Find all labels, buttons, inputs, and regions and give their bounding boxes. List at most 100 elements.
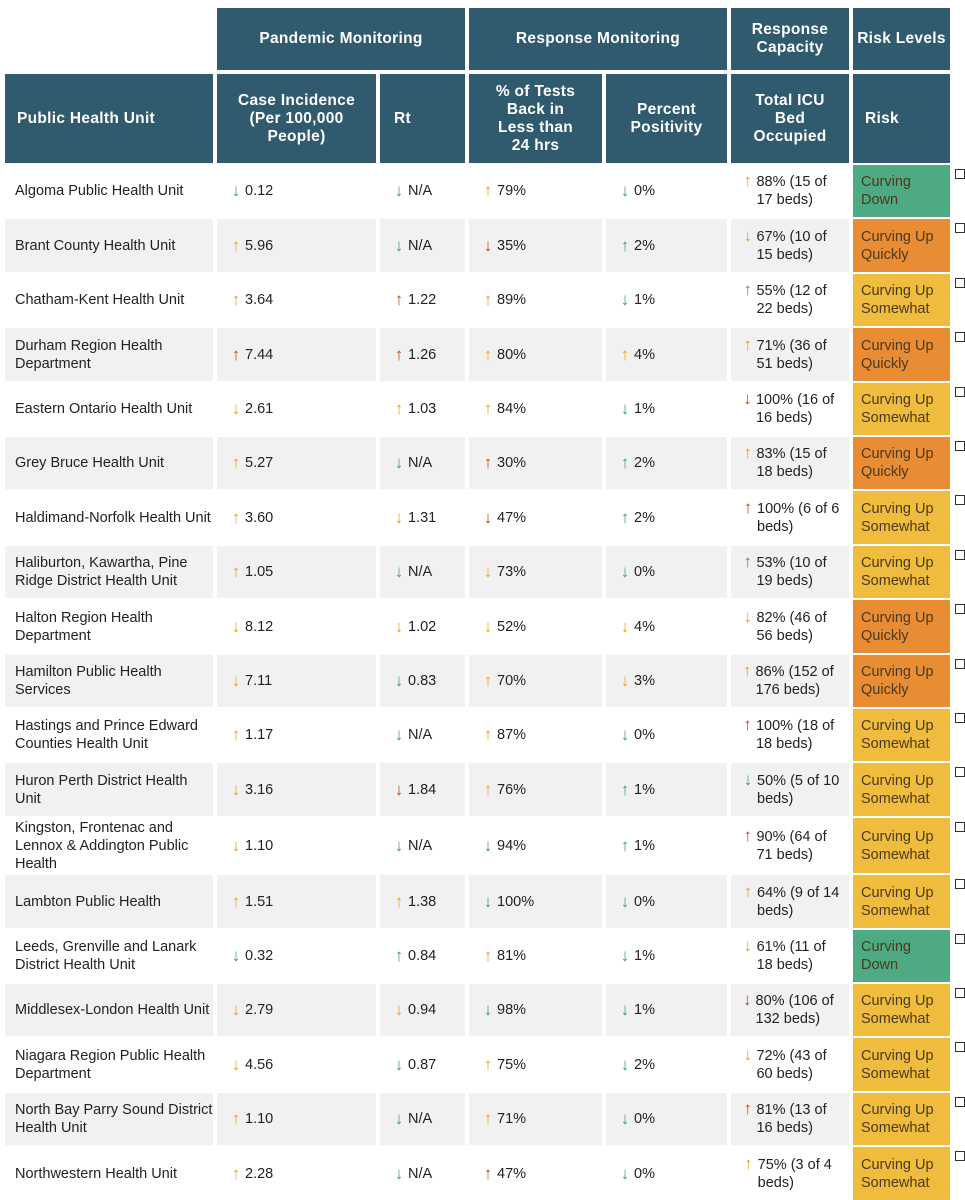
case-incidence-cell: ↑ 3.64 <box>217 274 376 326</box>
arrow-up-icon: ↑ <box>231 235 241 255</box>
table-row: Hastings and Prince Edward Counties Heal… <box>0 709 965 761</box>
case-incidence-cell: ↑ 1.10 <box>217 1093 376 1145</box>
column-header-case-incidence[interactable]: Case Incidence (Per 100,000 People) <box>217 74 376 163</box>
row-checkbox[interactable] <box>955 879 965 889</box>
rt-value: N/A <box>408 837 433 854</box>
column-header-risk[interactable]: Risk <box>853 74 950 163</box>
tests-back-cell: ↓ 35% <box>469 219 602 272</box>
phu-name: North Bay Parry Sound District Health Un… <box>5 1093 213 1145</box>
column-header-icu[interactable]: Total ICU Bed Occupied <box>731 74 849 163</box>
risk-badge: Curving Up Somewhat <box>853 763 950 816</box>
arrow-up-icon: ↑ <box>231 1163 241 1183</box>
row-checkbox[interactable] <box>955 713 965 723</box>
arrow-down-icon: ↓ <box>620 891 630 911</box>
tests-back-value: 70% <box>497 673 527 689</box>
row-checkbox[interactable] <box>955 934 965 944</box>
phu-name: Grey Bruce Health Unit <box>5 437 213 489</box>
row-checkbox[interactable] <box>955 278 965 288</box>
positivity-value: 1% <box>634 292 655 308</box>
table-row: Algoma Public Health Unit ↓ 0.12 ↓ N/A ↑ 79% ↓ 0… <box>0 165 965 217</box>
arrow-up-icon: ↑ <box>743 334 752 354</box>
risk-badge: Curving Up Somewhat <box>853 818 950 873</box>
positivity-cell: ↓ 1% <box>606 984 727 1036</box>
column-header-rt[interactable]: Rt <box>380 74 465 163</box>
column-header-tests-back[interactable]: % of Tests Back in Less than 24 hrs <box>469 74 602 163</box>
row-checkbox[interactable] <box>955 332 965 342</box>
risk-badge: Curving Down <box>853 165 950 217</box>
rt-value: N/A <box>408 183 433 199</box>
row-checkbox[interactable] <box>955 1151 965 1161</box>
arrow-down-icon: ↓ <box>743 606 752 626</box>
phu-name: Haliburton, Kawartha, Pine Ridge Distric… <box>5 546 213 598</box>
arrow-down-icon: ↓ <box>394 1054 404 1074</box>
row-checkbox[interactable] <box>955 495 965 505</box>
rt-cell: ↓ N/A <box>380 709 465 761</box>
arrow-down-icon: ↓ <box>620 1109 630 1128</box>
risk-badge: Curving Up Somewhat <box>853 1147 950 1200</box>
case-incidence-value: 4.56 <box>245 1056 274 1073</box>
icu-value: 55% (12 of 22 beds) <box>756 283 827 317</box>
arrow-up-icon: ↑ <box>620 507 630 527</box>
positivity-value: 0% <box>634 1165 655 1182</box>
case-incidence-value: 7.11 <box>245 673 273 689</box>
table-row: Huron Perth District Health Unit ↓ 3.16 ↓ 1.… <box>0 763 965 816</box>
group-header-risk-levels: Risk Levels <box>853 8 950 70</box>
case-incidence-cell: ↓ 4.56 <box>217 1038 376 1091</box>
arrow-down-icon: ↓ <box>483 1000 493 1019</box>
row-checkbox[interactable] <box>955 169 965 179</box>
icu-cell: ↓ 61% (11 of 18 beds) <box>731 930 849 982</box>
arrow-down-icon: ↓ <box>231 399 241 418</box>
arrow-down-icon: ↓ <box>394 507 404 527</box>
row-checkbox[interactable] <box>955 604 965 614</box>
tests-back-value: 87% <box>497 727 527 743</box>
tests-back-cell: ↑ 76% <box>469 763 602 816</box>
table-row: Chatham-Kent Health Unit ↑ 3.64 ↑ 1.22 ↑ 89% ↓ 1… <box>0 274 965 326</box>
risk-badge: Curving Up Quickly <box>853 219 950 272</box>
row-checkbox[interactable] <box>955 1097 965 1107</box>
row-checkbox[interactable] <box>955 988 965 998</box>
positivity-value: 1% <box>634 837 655 854</box>
tests-back-cell: ↑ 70% <box>469 655 602 707</box>
arrow-up-icon: ↑ <box>483 946 493 965</box>
positivity-value: 2% <box>634 455 655 471</box>
arrow-up-icon: ↑ <box>231 507 241 527</box>
icu-cell: ↓ 72% (43 of 60 beds) <box>731 1038 849 1091</box>
arrow-down-icon: ↓ <box>231 1054 241 1074</box>
arrow-up-icon: ↑ <box>394 946 404 965</box>
rt-cell: ↓ 0.83 <box>380 655 465 707</box>
arrow-up-icon: ↑ <box>743 443 752 462</box>
row-checkbox[interactable] <box>955 659 965 669</box>
tests-back-value: 98% <box>497 1002 527 1018</box>
row-checkbox[interactable] <box>955 223 965 233</box>
positivity-value: 0% <box>634 564 655 580</box>
row-checkbox[interactable] <box>955 767 965 777</box>
case-incidence-value: 3.60 <box>245 509 274 526</box>
arrow-down-icon: ↓ <box>394 725 404 744</box>
arrow-down-icon: ↓ <box>743 1044 752 1064</box>
row-checkbox[interactable] <box>955 822 965 832</box>
arrow-down-icon: ↓ <box>231 671 241 690</box>
column-header-phu[interactable]: Public Health Unit <box>5 74 213 163</box>
table-row: Niagara Region Public Health Department ↓… <box>0 1038 965 1091</box>
column-header-positivity[interactable]: Percent Positivity <box>606 74 727 163</box>
row-checkbox[interactable] <box>955 387 965 397</box>
arrow-up-icon: ↑ <box>483 290 493 309</box>
case-incidence-value: 0.12 <box>245 183 274 199</box>
risk-badge: Curving Up Somewhat <box>853 491 950 544</box>
row-checkbox[interactable] <box>955 550 965 560</box>
table-row: Middlesex-London Health Unit ↓ 2.79 ↓ 0.94 ↓ 9… <box>0 984 965 1036</box>
arrow-down-icon: ↓ <box>483 507 493 527</box>
tests-back-cell: ↑ 75% <box>469 1038 602 1091</box>
tests-back-cell: ↑ 79% <box>469 165 602 217</box>
row-checkbox[interactable] <box>955 1042 965 1052</box>
case-incidence-cell: ↑ 1.05 <box>217 546 376 598</box>
rt-value: 1.31 <box>408 509 437 526</box>
arrow-up-icon: ↑ <box>231 453 241 472</box>
table-row: Halton Region Health Department ↓ 8.12 ↓ 1.0… <box>0 600 965 653</box>
phu-name: Lambton Public Health <box>5 875 213 928</box>
row-checkbox[interactable] <box>955 441 965 451</box>
tests-back-value: 52% <box>497 618 527 635</box>
icu-cell: ↓ 80% (106 of 132 beds) <box>731 984 849 1036</box>
case-incidence-value: 2.28 <box>245 1165 274 1182</box>
positivity-cell: ↓ 0% <box>606 1093 727 1145</box>
